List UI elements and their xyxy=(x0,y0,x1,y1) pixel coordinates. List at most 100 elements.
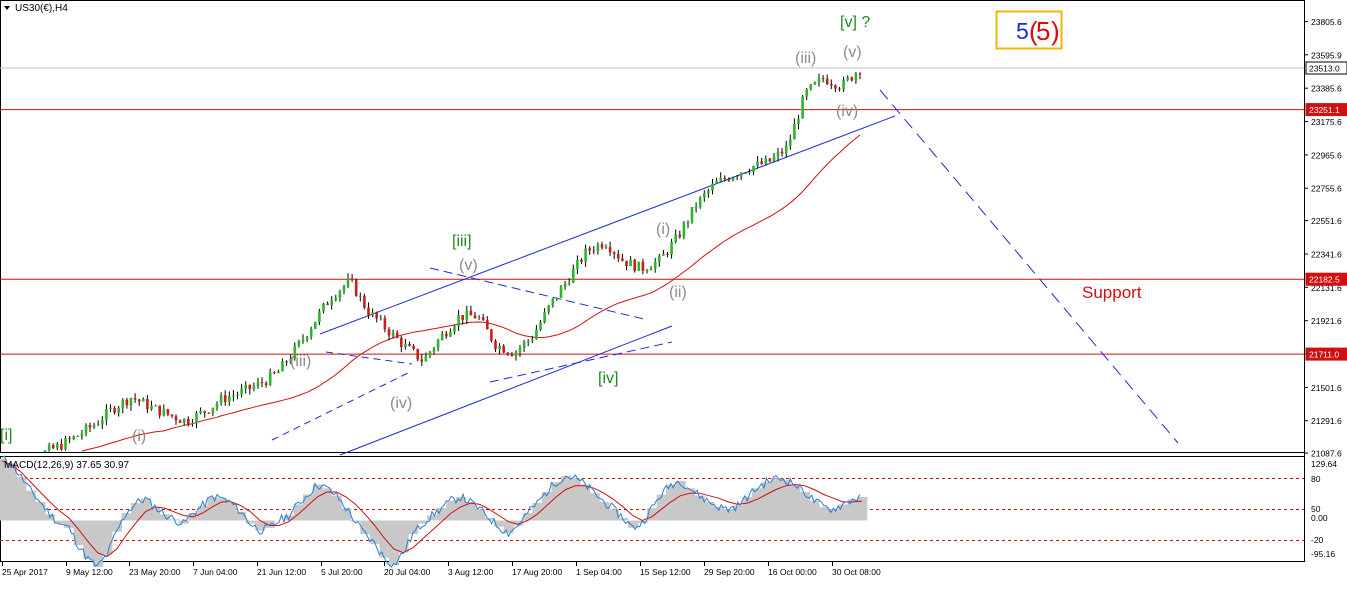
candle-body xyxy=(109,407,112,409)
price-tag-label: 22182.5 xyxy=(1309,275,1340,285)
macd-hist-bar xyxy=(475,509,486,521)
candle-body xyxy=(72,436,75,440)
candle-body xyxy=(694,207,698,208)
price-tag-box xyxy=(1305,103,1347,117)
price-tick-label: 21087.6 xyxy=(1311,449,1342,459)
candle-body xyxy=(731,177,735,181)
candle-body xyxy=(424,355,428,362)
wave-label: [iv] xyxy=(598,370,618,387)
candle-body xyxy=(744,172,747,174)
candle-body xyxy=(191,423,194,425)
macd-hist-bar xyxy=(799,492,810,521)
macd-hist-bar xyxy=(647,508,658,521)
candle-body xyxy=(182,418,186,423)
candle-body xyxy=(567,282,571,284)
time-tick-label: 23 May 20:00 xyxy=(129,567,181,577)
candle-body xyxy=(707,190,710,194)
macd-hist-bar xyxy=(494,520,505,527)
macd-hist-bar xyxy=(140,498,151,521)
macd-hist-bar xyxy=(838,504,849,521)
candle-body xyxy=(727,179,731,181)
candle-body xyxy=(363,295,366,308)
candle-body xyxy=(154,405,157,407)
candle-body xyxy=(68,438,71,440)
candle-body xyxy=(219,395,223,404)
price-tag-box xyxy=(1305,347,1347,361)
candle-body xyxy=(494,340,497,350)
time-tick-label: 29 Sep 20:00 xyxy=(704,567,755,577)
candle-body xyxy=(670,242,673,255)
price-axis: 23805.6 23595.9 23385.6 23175.6 22965.6 22755… xyxy=(1304,17,1342,459)
price-tick-label: 21501.6 xyxy=(1311,383,1342,393)
wave-label: (iv) xyxy=(836,103,858,120)
channel-lower-line[interactable] xyxy=(339,325,673,456)
macd-hist-bar xyxy=(178,520,189,524)
candle-body xyxy=(784,145,788,154)
price-tags: 23513.0 23251.1 22182.5 21711.0 xyxy=(1305,61,1347,361)
macd-hist-bar xyxy=(570,478,581,521)
candle-body xyxy=(457,315,460,327)
candle-body xyxy=(391,332,395,336)
macd-hist-bar xyxy=(389,520,400,566)
macd-hist-bar xyxy=(675,480,686,521)
candle-body xyxy=(604,247,608,249)
candle-body xyxy=(142,398,145,402)
candle-body xyxy=(629,259,632,267)
macd-hist-bar xyxy=(742,496,753,521)
candle-body xyxy=(268,372,272,385)
candle-body xyxy=(842,79,845,90)
candle-body xyxy=(645,270,649,272)
candle-body xyxy=(539,322,542,330)
candle-body xyxy=(416,349,419,360)
candle-body xyxy=(432,348,436,352)
macd-hist-bar xyxy=(83,520,94,559)
macd-hist-bar xyxy=(369,520,380,545)
macd-hist-bar xyxy=(236,511,247,521)
candle-body xyxy=(543,312,546,323)
candle-body xyxy=(174,416,178,421)
candle-body xyxy=(834,85,837,89)
candle-body xyxy=(531,339,534,341)
macd-tick-label: -95.16 xyxy=(1311,549,1335,559)
candle-body xyxy=(428,351,432,356)
price-tick-label: 21921.6 xyxy=(1311,316,1342,326)
badge-paren-left: ( xyxy=(1029,16,1038,46)
macd-hist-bar xyxy=(350,520,361,522)
candle-body xyxy=(240,388,243,395)
candle-body xyxy=(121,399,125,409)
macd-hist-bar xyxy=(226,503,237,521)
candle-body xyxy=(723,177,727,180)
triangle-upper-dash[interactable] xyxy=(429,267,649,321)
candle-body xyxy=(383,318,387,330)
channel-upper-line[interactable] xyxy=(319,115,896,335)
candle-body xyxy=(207,412,211,414)
macd-hist-bar xyxy=(6,463,17,521)
candle-body xyxy=(526,340,530,342)
macd-hist-bar xyxy=(35,501,46,521)
candle-body xyxy=(735,176,739,178)
candle-body xyxy=(199,411,202,413)
candle-body xyxy=(387,329,391,336)
triangle-lower-dash[interactable] xyxy=(489,341,673,383)
candle-body xyxy=(354,279,358,296)
macd-hist-bar xyxy=(111,520,122,532)
macd-hist-bar xyxy=(341,508,352,521)
candle-body xyxy=(600,244,604,248)
candle-body xyxy=(76,436,80,437)
badge-count: 5 xyxy=(1016,18,1029,44)
macd-hist-bar xyxy=(102,520,113,555)
small-lower-dash[interactable] xyxy=(271,371,411,441)
symbol-label[interactable]: US30(€),H4 xyxy=(15,3,68,14)
dropdown-arrow-icon[interactable] xyxy=(4,6,10,10)
candle-body xyxy=(334,297,338,300)
candle-body xyxy=(506,352,510,354)
projection-dashed-line[interactable] xyxy=(879,89,1179,444)
macd-hist-bar xyxy=(16,477,27,521)
small-upper-dash[interactable] xyxy=(325,351,413,365)
candle-body xyxy=(215,403,219,408)
candle-body xyxy=(469,310,473,316)
macd-hist-bar xyxy=(857,496,868,521)
candle-body xyxy=(797,118,800,124)
candle-body xyxy=(764,158,768,164)
trend-channels xyxy=(271,89,1179,456)
